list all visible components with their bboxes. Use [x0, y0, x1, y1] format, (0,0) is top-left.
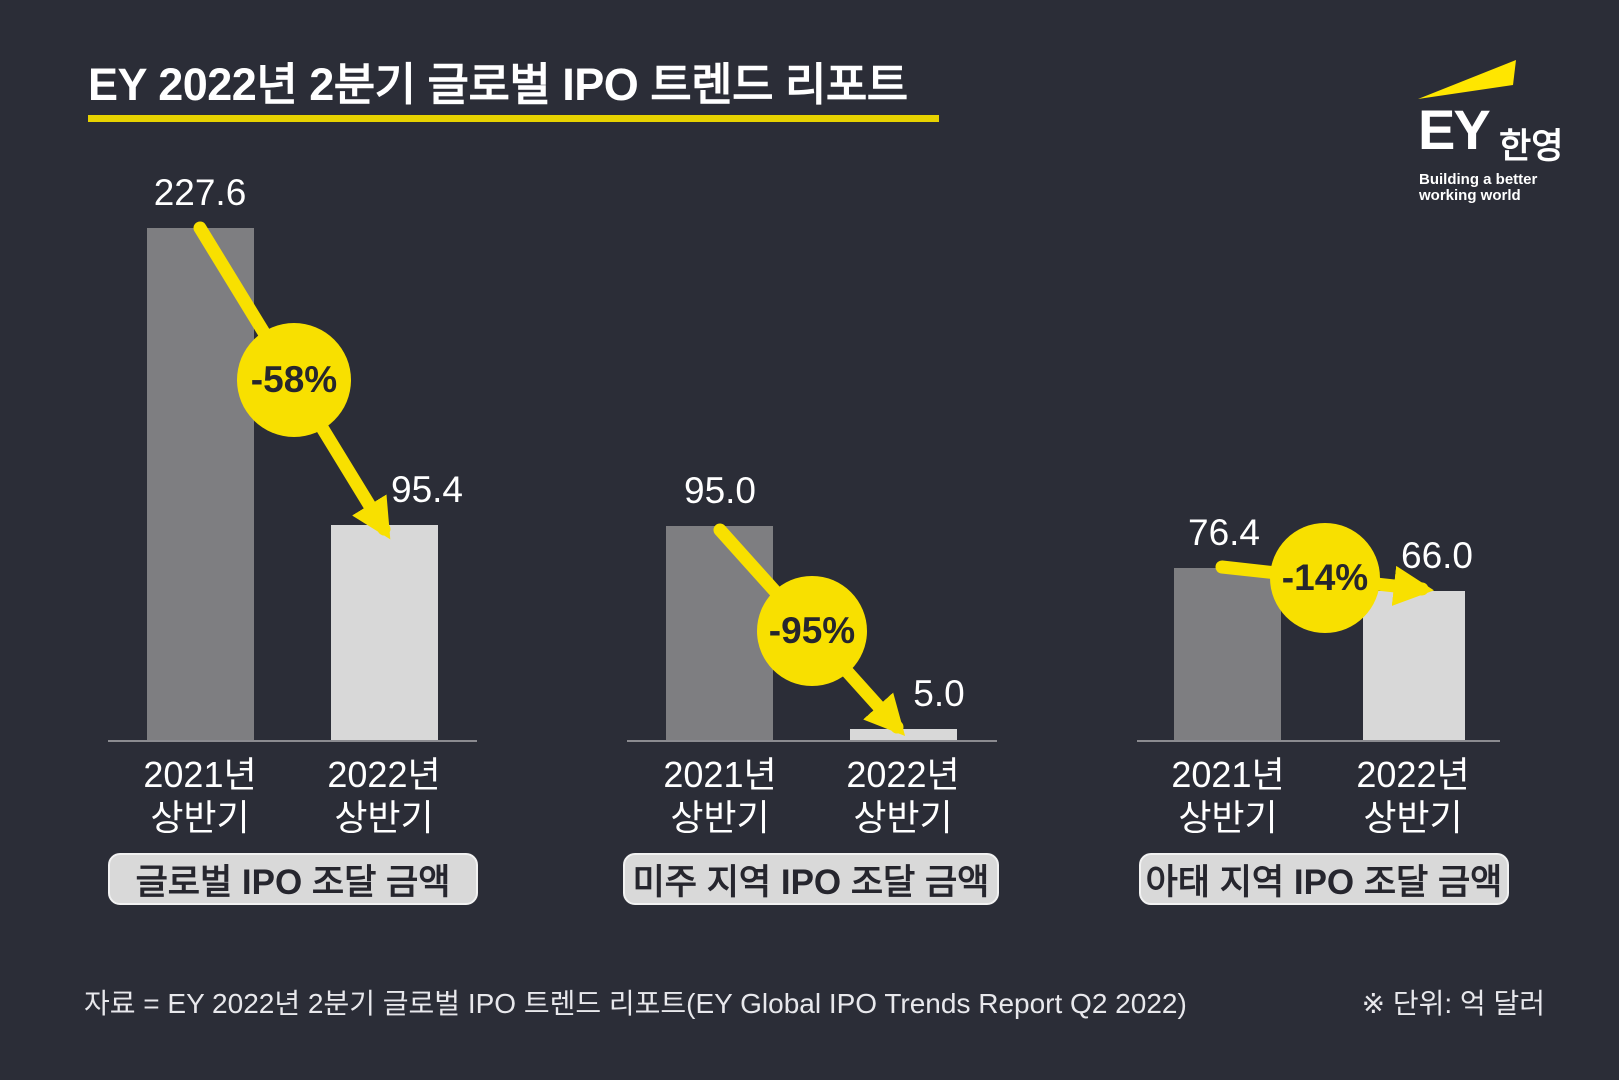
ey-logo: EY 한영 Building a better working world [1415, 55, 1585, 210]
change-badge-label: -58% [250, 359, 338, 400]
tick-label-2022: 2022년 상반기 [327, 754, 441, 838]
chart-title-label: 글로벌 IPO 조달 금액 [135, 862, 451, 902]
ey-wordmark: EY [1418, 98, 1491, 161]
source-note: 자료 = EY 2022년 2분기 글로벌 IPO 트렌드 리포트(EY Glo… [84, 988, 1187, 1019]
bar-2022-h1 [1363, 591, 1465, 740]
bar-2021-h1 [1174, 568, 1281, 740]
x-axis-line [1137, 740, 1500, 742]
tick-label-2022: 2022년 상반기 [1356, 754, 1470, 838]
change-badge-americas: -95% [757, 576, 867, 686]
change-badge-apac: -14% [1270, 523, 1380, 633]
value-label-2021: 76.4 [1187, 512, 1261, 553]
tick-label-2021: 2021년 상반기 [1171, 754, 1285, 838]
bar-2022-h1 [850, 729, 957, 740]
chart-global-ipo: 227.6 95.4 2021년 상반기 2022년 상반기 글로벌 IPO 조… [108, 160, 478, 920]
unit-note: ※ 단위: 억 달러 [1361, 988, 1545, 1019]
ey-korean-name: 한영 [1499, 127, 1564, 166]
tick-label-2021: 2021년 상반기 [143, 754, 257, 838]
bar-2022-h1 [331, 525, 438, 740]
ey-tagline-line1: Building a better [1419, 171, 1538, 188]
chart-apac-ipo: 76.4 66.0 2021년 상반기 2022년 상반기 아태 지역 IPO … [1137, 160, 1509, 920]
change-badge-label: -14% [1281, 557, 1369, 598]
value-label-2022: 66.0 [1400, 535, 1474, 576]
value-label-2021: 95.0 [683, 470, 757, 511]
value-label-2022: 5.0 [913, 673, 965, 714]
x-axis-line [627, 740, 997, 742]
chart-americas-ipo: 95.0 5.0 2021년 상반기 2022년 상반기 미주 지역 IPO 조… [623, 160, 999, 920]
x-axis-line [108, 740, 477, 742]
change-badge-label: -95% [768, 610, 856, 651]
ey-tagline-line2: working world [1419, 187, 1521, 204]
chart-title-box: 미주 지역 IPO 조달 금액 [623, 853, 999, 905]
title-underline [88, 115, 939, 122]
value-label-2022: 95.4 [390, 469, 464, 510]
value-label-2021: 227.6 [153, 172, 247, 213]
ey-tagline: Building a better working world [1419, 172, 1537, 204]
page-title: EY 2022년 2분기 글로벌 IPO 트렌드 리포트 [88, 59, 908, 110]
change-badge-global: -58% [237, 323, 351, 437]
chart-title-label: 미주 지역 IPO 조달 금액 [632, 862, 990, 902]
chart-title-box: 글로벌 IPO 조달 금액 [108, 853, 478, 905]
tick-label-2022: 2022년 상반기 [846, 754, 960, 838]
tick-label-2021: 2021년 상반기 [663, 754, 777, 838]
chart-title-label: 아태 지역 IPO 조달 금액 [1145, 862, 1503, 902]
ey-beam-icon [1418, 60, 1516, 99]
bar-2021-h1 [147, 228, 254, 740]
chart-title-box: 아태 지역 IPO 조달 금액 [1139, 853, 1509, 905]
